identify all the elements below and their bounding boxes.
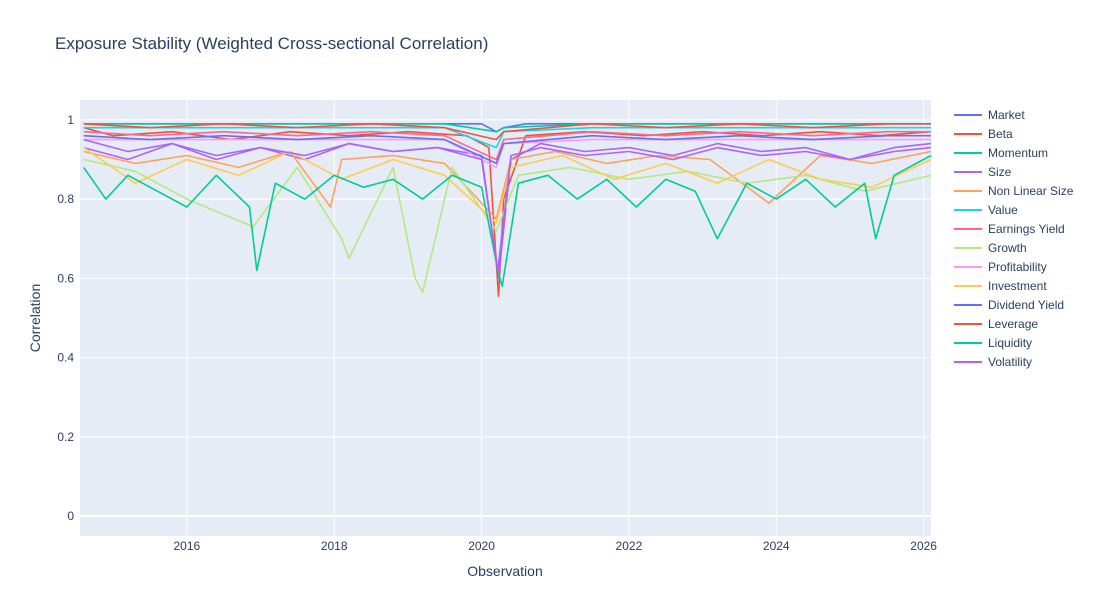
y-tick-label: 0 <box>67 509 74 523</box>
legend-label: Leverage <box>988 316 1039 331</box>
y-tick-label: 1 <box>67 113 74 127</box>
legend-swatch <box>954 113 982 116</box>
legend-label: Profitability <box>988 259 1047 274</box>
series-line-growth[interactable] <box>83 158 932 294</box>
legend-item-size[interactable]: Size <box>954 162 1073 181</box>
legend-swatch <box>954 227 982 230</box>
legend-label: Momentum <box>988 145 1049 160</box>
plot-area[interactable] <box>80 100 931 536</box>
y-axis-title: Correlation <box>27 284 43 352</box>
series-line-earnings-yield[interactable] <box>83 130 931 161</box>
legend-swatch <box>954 341 982 344</box>
series-line-volatility[interactable] <box>83 138 932 272</box>
legend-label: Growth <box>988 240 1027 255</box>
chart-title: Exposure Stability (Weighted Cross-secti… <box>55 34 489 53</box>
series-line-leverage[interactable] <box>83 123 931 141</box>
legend-swatch <box>954 246 982 249</box>
legend-item-market[interactable]: Market <box>954 105 1073 124</box>
legend-label: Beta <box>988 126 1013 141</box>
legend-label: Earnings Yield <box>988 221 1065 236</box>
y-tick-label: 0.2 <box>57 430 74 444</box>
y-tick-label: 0.8 <box>57 192 74 206</box>
legend-item-volatility[interactable]: Volatility <box>954 352 1073 371</box>
legend-label: Volatility <box>988 354 1033 369</box>
series-line-liquidity[interactable] <box>83 154 932 288</box>
series-line-dividend-yield[interactable] <box>83 134 931 165</box>
tick-labels: 0 0.2 0.4 0.6 0.8 1 2016 2018 2020 2022 2024 2026 <box>57 113 937 553</box>
legend-label: Non Linear Size <box>988 183 1074 198</box>
x-tick-label: 2016 <box>173 539 200 553</box>
series-line-investment[interactable] <box>83 146 932 224</box>
y-tick-label: 0.6 <box>57 271 74 285</box>
legend-item-liquidity[interactable]: Liquidity <box>954 333 1073 352</box>
legend-item-investment[interactable]: Investment <box>954 276 1073 295</box>
legend-item-non-linear-size[interactable]: Non Linear Size <box>954 181 1073 200</box>
legend-swatch <box>954 208 982 211</box>
legend-swatch <box>954 170 982 173</box>
x-tick-label: 2018 <box>321 539 348 553</box>
legend-label: Dividend Yield <box>988 297 1065 312</box>
legend-swatch <box>954 151 982 154</box>
legend-swatch <box>954 132 982 135</box>
legend-swatch <box>954 284 982 287</box>
x-axis-title: Observation <box>467 563 542 579</box>
series-lines <box>83 123 932 298</box>
x-tick-label: 2022 <box>616 539 643 553</box>
legend-item-leverage[interactable]: Leverage <box>954 314 1073 333</box>
legend-label: Market <box>988 107 1025 122</box>
x-tick-label: 2026 <box>910 539 937 553</box>
legend-item-growth[interactable]: Growth <box>954 238 1073 257</box>
legend-swatch <box>954 322 982 325</box>
legend-label: Size <box>988 164 1012 179</box>
x-tick-label: 2024 <box>763 539 790 553</box>
legend-item-value[interactable]: Value <box>954 200 1073 219</box>
series-line-size[interactable] <box>83 142 932 280</box>
legend-item-beta[interactable]: Beta <box>954 124 1073 143</box>
legend-item-earnings-yield[interactable]: Earnings Yield <box>954 219 1073 238</box>
grid-lines <box>80 100 931 536</box>
legend-swatch <box>954 303 982 306</box>
legend-swatch <box>954 360 982 363</box>
x-tick-label: 2020 <box>468 539 495 553</box>
legend-item-momentum[interactable]: Momentum <box>954 143 1073 162</box>
legend-swatch <box>954 265 982 268</box>
series-line-non-linear-size[interactable] <box>83 150 932 220</box>
legend-label: Value <box>988 202 1018 217</box>
legend-item-dividend-yield[interactable]: Dividend Yield <box>954 295 1073 314</box>
legend: Market Beta Momentum Size Non Linear Size Val… <box>954 105 1073 371</box>
y-tick-label: 0.4 <box>57 351 74 365</box>
legend-label: Liquidity <box>988 335 1033 350</box>
legend-swatch <box>954 189 982 192</box>
legend-item-profitability[interactable]: Profitability <box>954 257 1073 276</box>
legend-label: Investment <box>988 278 1047 293</box>
